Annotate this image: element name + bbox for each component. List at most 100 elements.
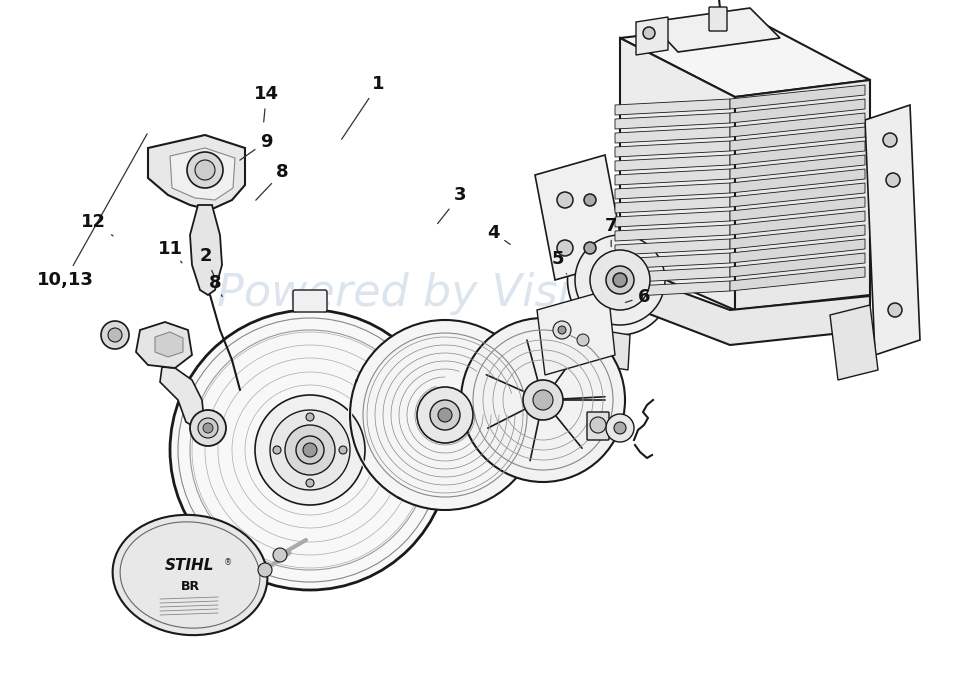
Text: 7: 7 <box>604 217 618 247</box>
Polygon shape <box>598 330 630 370</box>
Polygon shape <box>830 305 878 380</box>
Circle shape <box>557 240 573 256</box>
Polygon shape <box>650 8 780 52</box>
Text: 6: 6 <box>626 288 650 305</box>
Polygon shape <box>730 99 865 123</box>
Circle shape <box>523 380 563 420</box>
Circle shape <box>187 152 223 188</box>
Polygon shape <box>730 183 865 207</box>
Polygon shape <box>730 155 865 179</box>
Circle shape <box>255 395 365 505</box>
Circle shape <box>203 423 213 433</box>
Polygon shape <box>865 105 920 355</box>
Circle shape <box>170 310 450 590</box>
Text: Powered by Vision: Powered by Vision <box>217 272 626 315</box>
Circle shape <box>101 321 129 349</box>
Circle shape <box>533 390 553 410</box>
Polygon shape <box>615 225 730 241</box>
Circle shape <box>258 563 272 577</box>
Circle shape <box>270 410 350 490</box>
Circle shape <box>584 194 596 206</box>
Text: BR: BR <box>180 580 199 594</box>
Circle shape <box>606 266 634 294</box>
Circle shape <box>553 321 571 339</box>
Polygon shape <box>615 183 730 199</box>
Circle shape <box>273 548 287 562</box>
Text: 14: 14 <box>254 86 279 122</box>
Polygon shape <box>615 155 730 171</box>
Text: 4: 4 <box>487 224 511 245</box>
Circle shape <box>108 328 122 342</box>
Circle shape <box>303 443 317 457</box>
Text: 3: 3 <box>438 187 467 224</box>
Text: 1: 1 <box>342 75 385 140</box>
Polygon shape <box>155 332 183 357</box>
Polygon shape <box>636 17 668 55</box>
Polygon shape <box>600 262 870 345</box>
Polygon shape <box>730 225 865 249</box>
FancyBboxPatch shape <box>709 7 727 31</box>
Circle shape <box>417 387 473 443</box>
Polygon shape <box>190 205 222 295</box>
Text: 12: 12 <box>81 214 113 236</box>
Text: 9: 9 <box>240 133 273 160</box>
Polygon shape <box>160 367 204 428</box>
Polygon shape <box>615 197 730 213</box>
Polygon shape <box>730 169 865 193</box>
Circle shape <box>558 326 566 334</box>
Circle shape <box>438 408 452 422</box>
Circle shape <box>590 250 650 310</box>
Polygon shape <box>730 239 865 263</box>
Polygon shape <box>620 22 870 97</box>
Text: 8: 8 <box>256 163 289 200</box>
Polygon shape <box>615 267 730 283</box>
Circle shape <box>886 173 900 187</box>
Polygon shape <box>615 99 730 115</box>
Polygon shape <box>615 127 730 143</box>
Text: 8: 8 <box>209 274 222 297</box>
Polygon shape <box>615 239 730 255</box>
Circle shape <box>614 422 626 434</box>
Polygon shape <box>615 113 730 129</box>
Circle shape <box>643 27 655 39</box>
Circle shape <box>575 235 665 325</box>
Circle shape <box>883 133 897 147</box>
Polygon shape <box>170 148 235 200</box>
Circle shape <box>461 318 625 482</box>
Circle shape <box>306 479 314 487</box>
Polygon shape <box>615 169 730 185</box>
Polygon shape <box>615 211 730 227</box>
Text: 11: 11 <box>158 241 183 263</box>
Polygon shape <box>620 38 735 310</box>
Polygon shape <box>537 290 615 375</box>
Polygon shape <box>730 127 865 151</box>
Circle shape <box>306 413 314 421</box>
Polygon shape <box>735 80 870 310</box>
Circle shape <box>590 417 606 433</box>
Circle shape <box>273 446 281 454</box>
Ellipse shape <box>567 225 673 335</box>
Polygon shape <box>730 85 865 109</box>
Circle shape <box>195 160 215 180</box>
Polygon shape <box>730 253 865 277</box>
Ellipse shape <box>441 459 469 481</box>
Circle shape <box>430 400 460 430</box>
Circle shape <box>198 418 218 438</box>
Polygon shape <box>730 267 865 291</box>
Text: 5: 5 <box>551 251 566 274</box>
Polygon shape <box>615 281 730 297</box>
Text: ®: ® <box>224 559 232 568</box>
Polygon shape <box>615 253 730 269</box>
Text: 10,13: 10,13 <box>36 134 148 288</box>
Text: STIHL: STIHL <box>165 557 215 572</box>
Circle shape <box>557 192 573 208</box>
Ellipse shape <box>113 515 267 635</box>
Circle shape <box>584 242 596 254</box>
Polygon shape <box>136 322 192 368</box>
Polygon shape <box>730 113 865 137</box>
Circle shape <box>339 446 347 454</box>
Polygon shape <box>148 135 245 210</box>
FancyBboxPatch shape <box>587 412 609 440</box>
Polygon shape <box>730 211 865 235</box>
Circle shape <box>606 414 634 442</box>
